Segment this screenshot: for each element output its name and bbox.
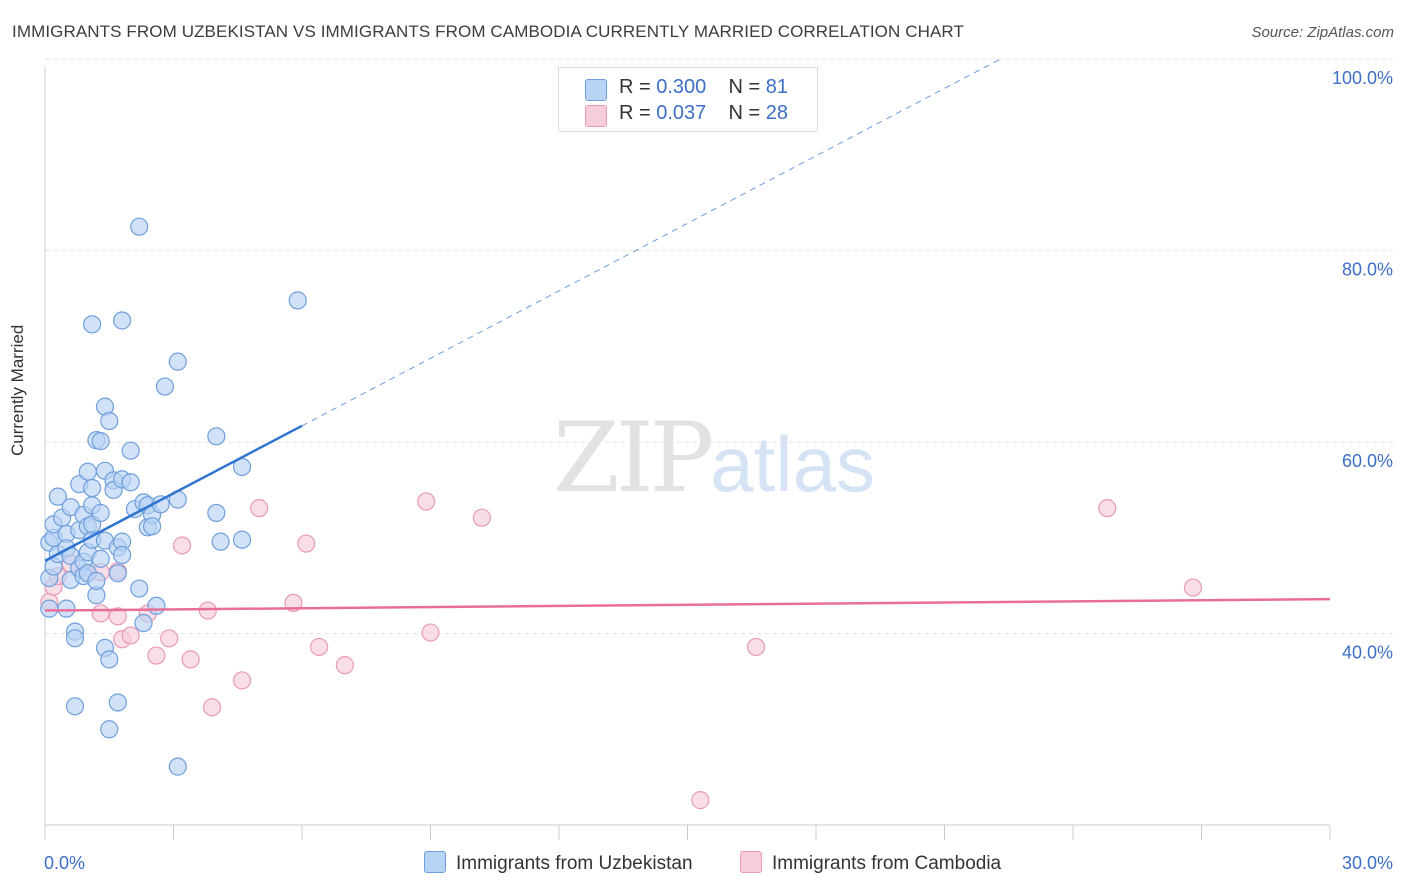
uzbekistan-point (83, 315, 102, 334)
uzbekistan-point (108, 693, 127, 712)
correlation-legend: R = 0.300 N = 81 R = 0.037 N = 28 (558, 67, 818, 132)
legend-r-value: 0.300 (656, 76, 707, 98)
uzbekistan-point (232, 530, 252, 549)
uzbekistan-point (100, 411, 119, 431)
uzbekistan-point (142, 517, 162, 536)
watermark-atlas: atlas (710, 420, 875, 508)
uzbekistan-point (40, 599, 59, 618)
y-axis-label: Currently Married (8, 324, 27, 456)
uzbekistan-point (91, 503, 110, 523)
uzbekistan-point (91, 549, 110, 568)
uzbekistan-point (78, 462, 97, 481)
uzbekistan-point (100, 650, 119, 669)
cambodia-point (121, 626, 140, 645)
cambodia-point (108, 607, 127, 626)
uzbekistan-point (211, 532, 230, 551)
cambodia-point (472, 508, 491, 527)
uzbekistan-point (147, 596, 166, 615)
uzbekistan-point (168, 352, 187, 371)
chart-title: IMMIGRANTS FROM UZBEKISTAN VS IMMIGRANTS… (12, 22, 964, 41)
source-label: Source: ZipAtlas.com (1251, 24, 1394, 41)
cambodia-point (91, 604, 110, 623)
uzbekistan-point (108, 564, 127, 583)
cambodia-point (147, 646, 166, 665)
uzbekistan-point (65, 629, 85, 648)
cambodia-point (297, 534, 316, 553)
uzbekistan-point (207, 503, 226, 523)
cambodia-point (421, 623, 440, 642)
cambodia-point (172, 536, 192, 555)
y-tick-label: 80.0% (1342, 260, 1393, 280)
cambodia-point (1098, 499, 1117, 518)
cambodia-point (746, 637, 766, 657)
watermark-zip: ZIP (553, 402, 714, 514)
cambodia-trend-line (44, 597, 1331, 612)
cambodia-legend-swatch (740, 851, 762, 873)
cambodia-point (1183, 578, 1203, 597)
cambodia-swatch (585, 105, 607, 127)
uzbekistan-swatch (585, 79, 607, 101)
legend-n-label: N = (728, 102, 766, 124)
bottom-legend-label: Immigrants from Uzbekistan (456, 853, 693, 874)
legend-r-label: R = (619, 76, 657, 98)
cambodia-point (250, 499, 269, 518)
uzbekistan-point (288, 291, 307, 310)
legend-r-label: R = (619, 102, 657, 124)
cambodia-point (310, 637, 329, 657)
legend-r-value: 0.037 (656, 102, 707, 124)
uzbekistan-trend-line (44, 424, 303, 562)
uzbekistan-point (130, 217, 149, 236)
uzbekistan-point (134, 613, 153, 633)
cambodia-point (232, 671, 252, 690)
uzbekistan-point (130, 579, 149, 598)
uzbekistan-point (57, 599, 76, 618)
cambodia-point (160, 629, 179, 648)
legend-n-value: 81 (765, 76, 789, 98)
uzbekistan-point (83, 478, 102, 498)
x-tick-label: 30.0% (1342, 853, 1393, 873)
cambodia-point (181, 650, 200, 669)
uzbekistan-point (155, 377, 175, 396)
bottom-legend-cambodia: Immigrants from Cambodia (740, 851, 1001, 875)
cambodia-point (198, 601, 217, 620)
uzbekistan-legend-swatch (424, 851, 446, 873)
legend-n-label: N = (728, 76, 766, 98)
x-tick-label: 0.0% (44, 853, 85, 873)
legend-n-value: 28 (765, 102, 789, 124)
cambodia-point (202, 698, 222, 717)
cambodia-point (335, 656, 354, 675)
y-tick-label: 100.0% (1332, 68, 1393, 88)
uzbekistan-point (168, 757, 187, 776)
uzbekistan-point (207, 427, 226, 446)
uzbekistan-point (121, 473, 140, 492)
uzbekistan-point (121, 441, 140, 460)
bottom-legend-label: Immigrants from Cambodia (772, 853, 1002, 874)
bottom-legend-uzbekistan: Immigrants from Uzbekistan (424, 851, 693, 875)
uzbekistan-point (91, 432, 110, 451)
uzbekistan-point (112, 545, 132, 565)
y-tick-label: 60.0% (1342, 451, 1393, 471)
watermark: ZIPatlas (553, 402, 875, 514)
cambodia-point (691, 791, 710, 810)
uzbekistan-point (48, 487, 67, 506)
uzbekistan-point (87, 571, 106, 590)
y-tick-label: 40.0% (1342, 643, 1393, 663)
uzbekistan-point (65, 697, 85, 716)
uzbekistan-point (100, 720, 119, 739)
cambodia-point (417, 492, 436, 511)
uzbekistan-point (112, 311, 132, 330)
